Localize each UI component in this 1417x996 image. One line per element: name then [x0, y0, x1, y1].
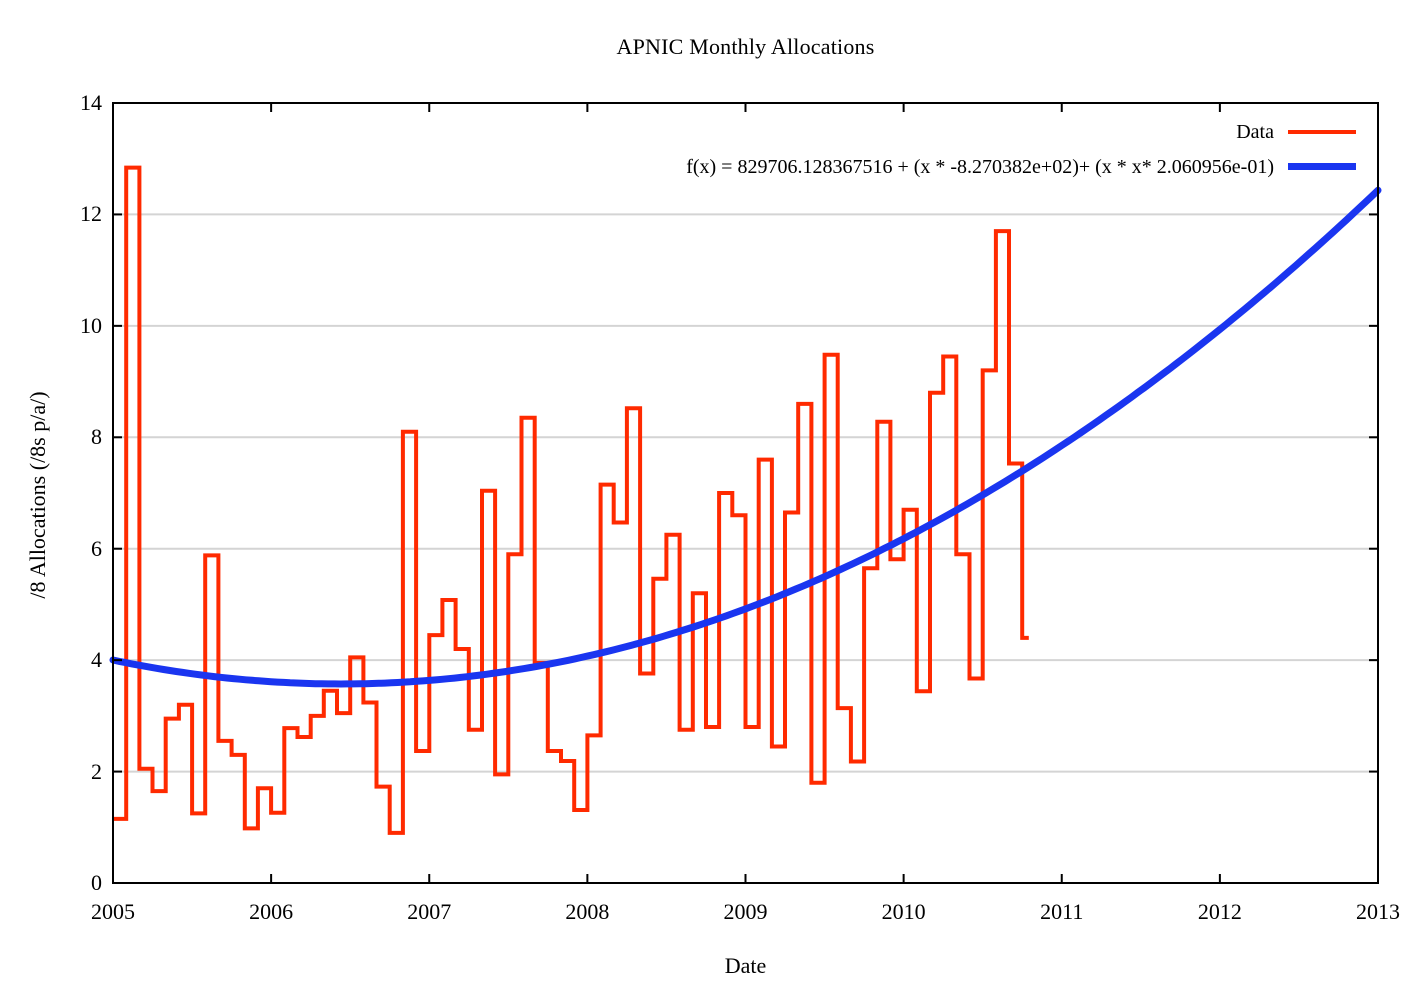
x-tick-label: 2010: [881, 899, 926, 924]
y-tick-label: 4: [91, 647, 102, 673]
x-tick-label: 2013: [1356, 899, 1400, 924]
y-tick-label: 6: [91, 535, 102, 561]
y-tick-label: 12: [80, 201, 102, 227]
legend-fit-formula-label: f(x) = 829706.128367516 + (x * -8.270382…: [686, 156, 1274, 178]
legend-data-label: Data: [1236, 121, 1274, 143]
y-tick-label: 8: [91, 424, 102, 450]
x-tick-label: 2006: [249, 899, 294, 924]
series-lines: [109, 165, 1382, 835]
x-tick-label: 2012: [1197, 899, 1242, 924]
legend-data-line-sample: [1288, 130, 1356, 134]
legend-fit-line-sample: [1288, 163, 1356, 170]
plot-frame-and-ticks: [112, 102, 1379, 884]
y-tick-label: 2: [91, 758, 102, 784]
y-tick-label: 0: [91, 870, 102, 895]
x-tick-label: 2009: [723, 899, 768, 924]
x-tick-label: 2007: [407, 899, 452, 924]
x-tick-label: 2011: [1040, 899, 1084, 924]
x-tick-label: 2008: [565, 899, 610, 924]
y-tick-label: 10: [80, 312, 102, 338]
chart-title: APNIC Monthly Allocations: [616, 34, 875, 59]
x-axis-title: Date: [724, 953, 767, 978]
x-tick-label: 2005: [91, 899, 135, 924]
y-tick-label: 14: [80, 90, 102, 115]
